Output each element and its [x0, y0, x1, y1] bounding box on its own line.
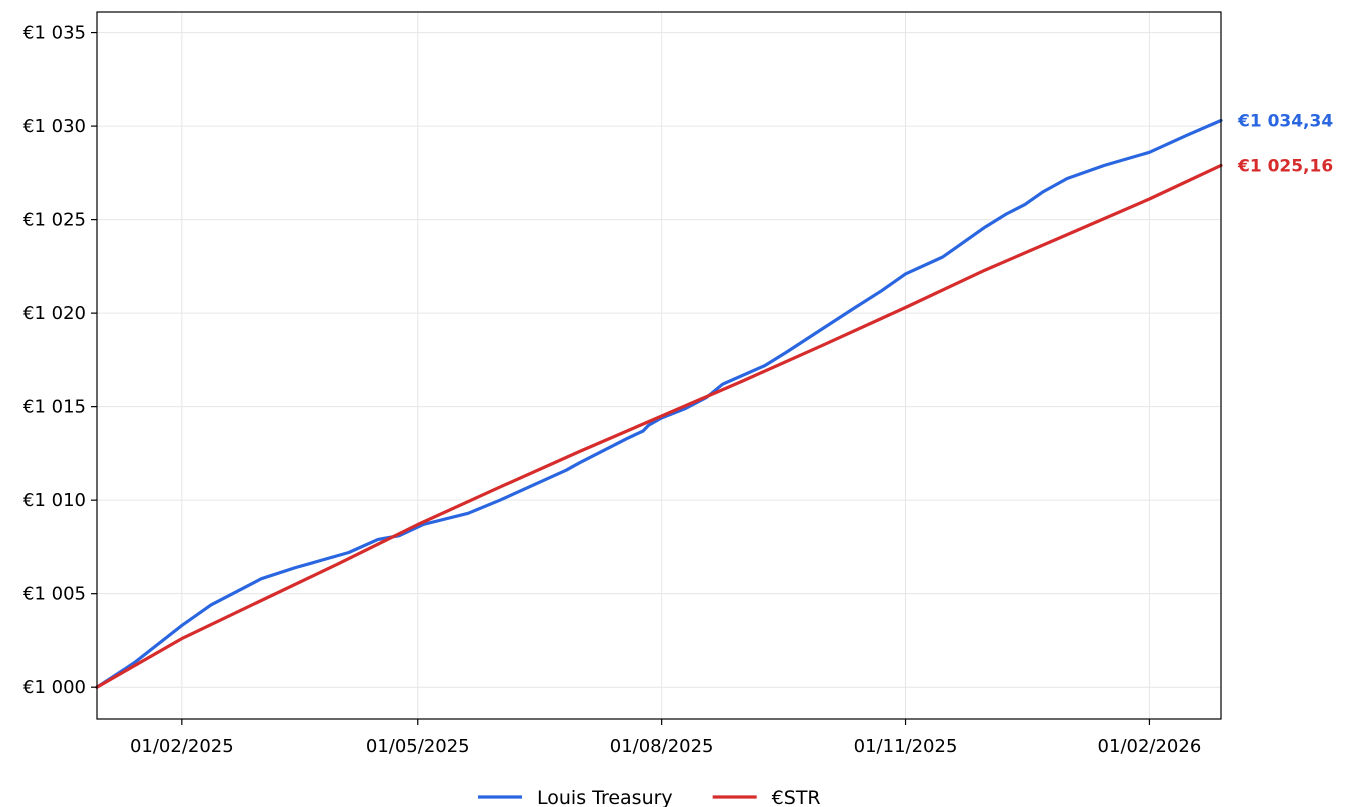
x-tick-label: 01/05/2025 [366, 736, 470, 757]
y-tick-label: €1 030 [23, 116, 86, 137]
axes: €1 000 €1 005 €1 010 €1 015 €1 020 €1 025 €1 0… [23, 23, 1201, 757]
legend-label-2: €STR [772, 787, 821, 807]
y-tick-label: €1 025 [23, 210, 86, 231]
plot-area-frame [96, 11, 1222, 720]
y-tick-label: €1 000 [23, 677, 86, 698]
grid [97, 12, 1221, 719]
y-tick-label: €1 015 [23, 397, 86, 418]
series-end-label-1: €1 034,34 [1237, 111, 1333, 131]
x-tick-label: 01/02/2025 [130, 736, 234, 757]
y-tick-label: €1 010 [23, 490, 86, 511]
series-line-1 [95, 118, 1223, 689]
x-tick-label: 01/08/2025 [610, 736, 714, 757]
end-labels: €1 034,34 €1 025,16 [1237, 111, 1333, 176]
series-lines [95, 118, 1223, 689]
x-tick-label: 01/02/2026 [1098, 736, 1202, 757]
series-line-2 [95, 163, 1223, 689]
x-tick-label: 01/11/2025 [854, 736, 958, 757]
y-tick-label: €1 035 [23, 23, 86, 44]
legend-label-1: Louis Treasury [537, 787, 673, 807]
y-tick-label: €1 005 [23, 584, 86, 605]
series-end-label-2: €1 025,16 [1237, 156, 1333, 176]
legend: Louis Treasury €STR [478, 787, 821, 807]
y-tick-label: €1 020 [23, 303, 86, 324]
